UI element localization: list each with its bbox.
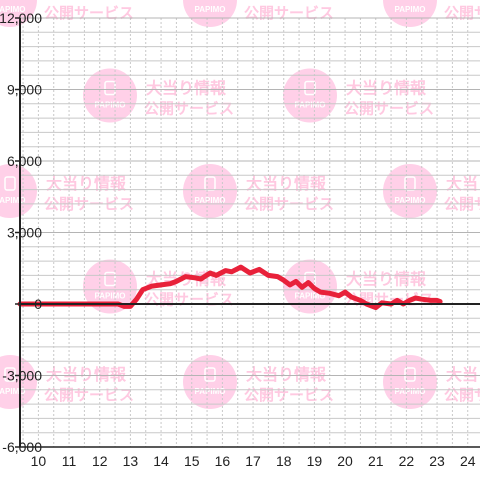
watermark-logo <box>383 355 437 409</box>
watermark-logo-mark <box>204 367 216 382</box>
x-tick-label: 15 <box>184 453 200 469</box>
series-line <box>17 264 443 311</box>
axes <box>15 17 480 448</box>
watermark-logo-text: PAPIMO <box>195 387 226 396</box>
x-tick-label: 22 <box>399 453 415 469</box>
watermark-logo-text: PAPIMO <box>0 387 25 396</box>
watermark-text-line1: 大当り情報 <box>46 0 127 2</box>
watermark-logo-mark <box>404 367 416 382</box>
watermark-logo-text: PAPIMO <box>195 196 226 205</box>
watermark-text-line1: 大当り情報 <box>346 79 427 98</box>
watermark-logo-text: PAPIMO <box>395 196 426 205</box>
watermark-logo-text: PAPIMO <box>295 101 326 110</box>
series-layer <box>17 264 443 311</box>
watermark-text-line2: 公開サービス <box>44 4 134 22</box>
y-tick-label: 0 <box>34 296 42 312</box>
watermark-text-line2: 公開サービス <box>144 100 234 118</box>
watermark-text-line2: 公開サービス <box>144 291 234 309</box>
watermark-text-line2: 公開サービス <box>244 4 334 22</box>
watermark-logo-mark <box>4 176 16 191</box>
watermark-logo <box>383 164 437 218</box>
x-tick-label: 13 <box>123 453 139 469</box>
watermark-logo <box>183 355 237 409</box>
x-tick-label: 21 <box>368 453 384 469</box>
watermark-text-line1: 大当り情報 <box>46 365 127 384</box>
y-tick-label: 9,000 <box>7 82 42 98</box>
x-tick-label: 17 <box>245 453 261 469</box>
x-tick-label: 12 <box>92 453 108 469</box>
watermark-logo <box>0 0 37 27</box>
watermark-text-line1: 大当り情報 <box>446 365 480 384</box>
y-tick-label: 12,000 <box>0 10 42 26</box>
watermark-logo <box>83 68 137 123</box>
x-tick-label: 18 <box>276 453 292 469</box>
watermark-text-line1: 大当り情報 <box>246 174 327 193</box>
watermark-text-line1: 大当り情報 <box>446 0 480 2</box>
x-tick-label: 19 <box>307 453 323 469</box>
watermark-logo <box>383 0 437 27</box>
watermark-logo-text: PAPIMO <box>95 101 126 110</box>
watermark-logo <box>183 0 237 27</box>
y-tick-label: 3,000 <box>7 225 42 241</box>
watermark-logo <box>83 259 137 314</box>
watermark-text-line1: 大当り情報 <box>146 79 227 98</box>
y-tick-label: -6,000 <box>2 439 42 455</box>
y-tick-label: 6,000 <box>7 153 42 169</box>
watermark-logo-text: PAPIMO <box>0 5 25 14</box>
y-tick-label: -3,000 <box>2 368 42 384</box>
watermark-logo-mark <box>304 80 316 96</box>
x-tick-label: 23 <box>429 453 445 469</box>
watermark-text-line2: 公開サービス <box>244 386 334 404</box>
watermark-logo <box>283 68 337 123</box>
x-tick-label: 16 <box>215 453 231 469</box>
watermark-text-line1: 大当り情報 <box>346 270 427 289</box>
watermark-logo <box>183 164 237 218</box>
x-tick-label: 14 <box>153 453 169 469</box>
watermark-layer: PAPIMO大当り情報公開サービスPAPIMO大当り情報公開サービスPAPIMO… <box>0 0 480 409</box>
watermark-text-line2: 公開サービス <box>344 100 434 118</box>
watermark-logo-text: PAPIMO <box>395 5 426 14</box>
watermark-logo-text: PAPIMO <box>0 196 25 205</box>
x-tick-label: 10 <box>31 453 47 469</box>
watermark-logo-text: PAPIMO <box>195 5 226 14</box>
x-tick-label: 20 <box>337 453 353 469</box>
watermark-text-line1: 大当り情報 <box>246 0 327 2</box>
grid-lines <box>20 17 480 448</box>
watermark-text-line2: 公開サービス <box>444 4 480 22</box>
x-tick-label: 11 <box>62 453 77 469</box>
watermark-text-line1: 大当り情報 <box>446 174 480 193</box>
watermark-logo-text: PAPIMO <box>395 387 426 396</box>
watermark-text-line2: 公開サービス <box>444 386 480 404</box>
watermark-logo-mark <box>4 367 16 382</box>
watermark-text-line2: 公開サービス <box>44 386 134 404</box>
watermark-logo-text: PAPIMO <box>295 292 326 301</box>
watermark-text-line1: 大当り情報 <box>46 174 127 193</box>
watermark-logo-text: PAPIMO <box>95 292 126 301</box>
tick-labels: -6,000 -3,000 0 3,000 6,000 9,000 12,000 10 11 12… <box>0 10 476 469</box>
x-tick-label: 24 <box>460 453 476 469</box>
watermark-text-line1: 大当り情報 <box>246 365 327 384</box>
